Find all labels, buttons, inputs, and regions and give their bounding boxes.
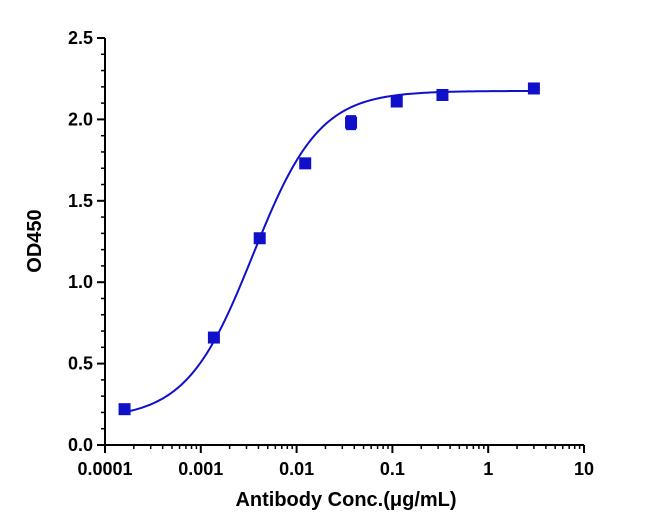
x-axis-title: Antibody Conc.(μg/mL) [235,489,456,511]
data-point [390,95,403,108]
x-tick-label: 0.0001 [77,459,132,479]
data-point [345,116,358,129]
fit-curve [124,89,534,414]
x-tick-label: 0.1 [380,459,405,479]
y-tick-label: 2.5 [68,28,93,48]
fit-curve-group [124,89,534,414]
x-tick-label: 0.001 [178,459,223,479]
data-point [527,82,540,95]
y-tick-label: 0.0 [68,435,93,455]
y-tick-label: 1.0 [68,272,93,292]
data-points [118,82,540,416]
data-point [118,403,131,416]
data-point [436,88,449,101]
data-point [253,232,266,245]
y-tick-label: 1.5 [68,191,93,211]
y-axis-title: OD450 [24,209,46,272]
data-point [299,157,312,170]
axes: 0.0 0.5 1.0 1.5 2.0 2.5 0.0001 0.001 0.01 0.1 1 10 [68,28,594,479]
x-tick-label: 1 [483,459,493,479]
data-point [207,331,220,344]
y-tick-label: 0.5 [68,354,93,374]
y-tick-label: 2.0 [68,109,93,129]
x-tick-label: 0.01 [279,459,314,479]
x-tick-label: 10 [574,459,594,479]
